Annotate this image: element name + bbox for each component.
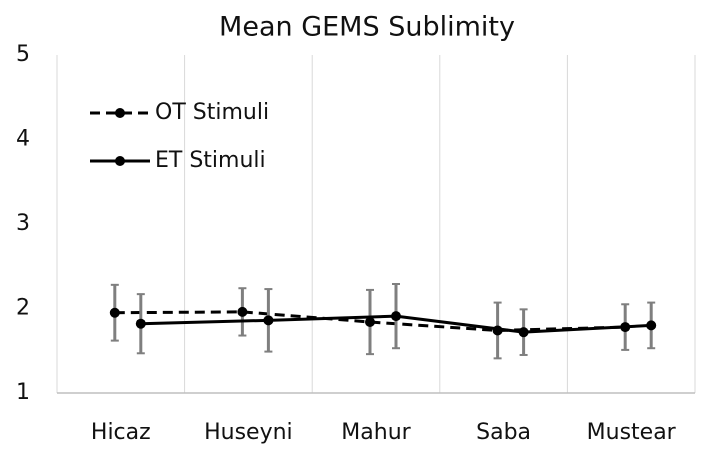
point — [263, 315, 274, 326]
x-tick-label: Mahur — [341, 420, 411, 445]
point — [135, 318, 146, 329]
point — [109, 307, 120, 318]
point — [391, 311, 401, 322]
legend-label: OT Stimuli — [155, 100, 269, 125]
x-tick-label: Hicaz — [91, 420, 151, 445]
legend-marker — [115, 108, 125, 118]
point — [237, 306, 248, 317]
x-tick-label: Mustear — [587, 420, 677, 445]
point — [365, 317, 375, 328]
chart-title: Mean GEMS Sublimity — [219, 12, 515, 43]
y-tick-label: 3 — [16, 211, 30, 236]
point — [646, 320, 657, 331]
y-tick-label: 4 — [16, 127, 30, 152]
y-tick-label: 5 — [16, 42, 30, 67]
legend-label: ET Stimuli — [155, 148, 266, 173]
series-line — [114, 310, 626, 332]
y-tick-label: 2 — [16, 296, 30, 321]
y-tick-label: 1 — [16, 380, 30, 405]
legend-marker — [115, 156, 125, 166]
x-tick-label: Huseyni — [204, 420, 293, 445]
point — [518, 327, 529, 338]
x-tick-label: Saba — [476, 420, 531, 445]
